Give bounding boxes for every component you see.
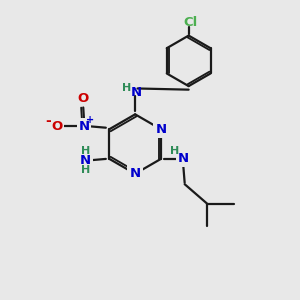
Text: O: O [52, 120, 63, 133]
Text: N: N [79, 120, 90, 133]
Text: O: O [77, 92, 88, 105]
Text: +: + [86, 115, 94, 125]
Text: -: - [46, 114, 51, 128]
Text: H: H [81, 146, 90, 156]
Text: N: N [80, 154, 91, 167]
Text: H: H [170, 146, 179, 156]
Text: N: N [178, 152, 189, 165]
Text: H: H [81, 165, 90, 175]
Text: N: N [155, 123, 167, 136]
Text: N: N [130, 167, 141, 180]
Text: N: N [131, 85, 142, 98]
Text: Cl: Cl [183, 16, 197, 29]
Text: H: H [122, 83, 131, 94]
